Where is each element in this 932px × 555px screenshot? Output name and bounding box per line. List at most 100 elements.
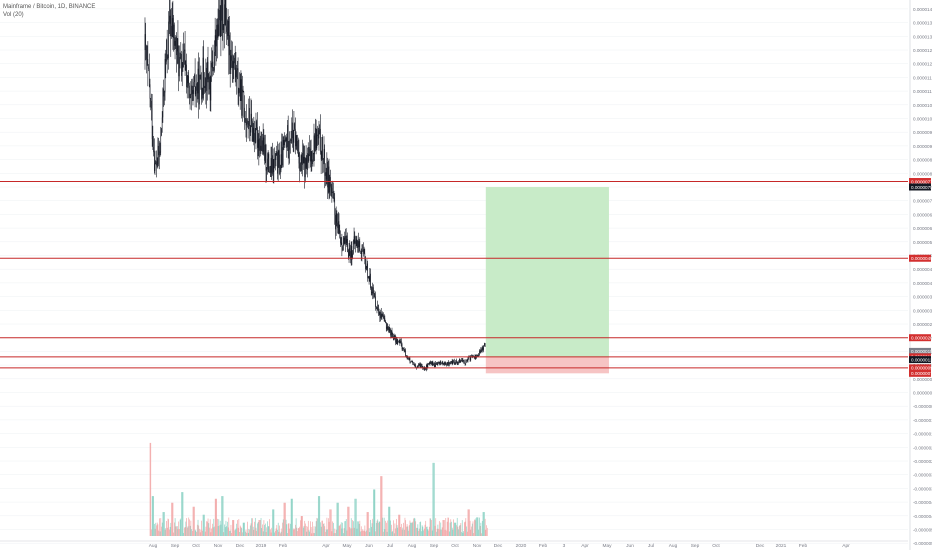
volume-bar xyxy=(306,526,307,536)
volume-bar xyxy=(386,523,387,536)
candle-body xyxy=(345,236,346,244)
volume-bar xyxy=(205,532,206,536)
candle-body xyxy=(185,50,186,71)
candle-body xyxy=(204,86,205,88)
volume-bar xyxy=(429,527,430,536)
candle-body xyxy=(324,149,325,158)
volume-bar xyxy=(231,533,232,536)
volume-bar xyxy=(190,526,191,536)
volume-bar xyxy=(222,496,223,536)
volume-bar xyxy=(427,527,428,536)
price-axis[interactable]: 0.00001400.00001350.00001300.00001250.00… xyxy=(909,0,932,550)
candle-body xyxy=(232,61,233,68)
candle-body xyxy=(248,124,249,125)
candle-body xyxy=(296,135,297,141)
chart-legend: Mainframe / Bitcoin, 1D, BINANCE Vol (20… xyxy=(3,3,95,19)
candle-body xyxy=(228,21,229,36)
volume-bar xyxy=(218,526,219,536)
candle-body xyxy=(324,149,325,176)
volume-bar xyxy=(255,518,256,536)
candle-body xyxy=(307,168,308,170)
candle-body xyxy=(352,246,353,258)
volume-bar xyxy=(244,523,245,536)
candle-body xyxy=(256,121,257,142)
candle-body xyxy=(175,41,176,46)
candle-body xyxy=(253,128,254,141)
horizontal-levels[interactable] xyxy=(0,182,908,368)
candle-body xyxy=(283,140,284,165)
volume-bar xyxy=(361,526,362,536)
candle-body xyxy=(313,154,314,159)
volume-bar xyxy=(275,531,276,536)
candle-body xyxy=(298,151,299,153)
volume-bar xyxy=(375,531,376,536)
volume-bar xyxy=(415,521,416,536)
x-tick-label: May xyxy=(602,543,612,549)
volume-bar xyxy=(214,527,215,536)
candle-body xyxy=(332,192,333,193)
volume-bar xyxy=(200,532,201,536)
volume-bar xyxy=(476,517,477,536)
volume-bar xyxy=(230,531,231,536)
candle-body xyxy=(251,114,252,133)
volume-bar xyxy=(211,532,212,536)
y-tick-label: 0.0000125 xyxy=(913,48,932,53)
volume-bar xyxy=(478,517,479,536)
candle-body xyxy=(163,89,164,118)
candle-body xyxy=(337,223,338,228)
candle-body xyxy=(188,76,189,86)
volume-bar xyxy=(345,521,346,536)
candle-body xyxy=(355,241,356,244)
candle-body xyxy=(376,307,377,309)
candle-body xyxy=(445,363,446,365)
price-label-text: 0.0000049 xyxy=(911,256,932,261)
symbol-title: Mainframe / Bitcoin, 1D, BINANCE xyxy=(3,3,95,11)
price-label-text: 0.0000007 xyxy=(911,371,932,376)
candle-body xyxy=(181,54,182,76)
volume-bar xyxy=(201,530,202,536)
grid-lines xyxy=(0,9,908,543)
candle-body xyxy=(161,128,162,136)
candle-body xyxy=(408,358,409,359)
candle-body xyxy=(288,125,289,150)
position-tool[interactable] xyxy=(486,187,609,373)
x-tick-label: Jul xyxy=(387,543,393,549)
volume-bar xyxy=(415,519,416,536)
candle-body xyxy=(325,172,326,176)
volume-label: Vol (20) xyxy=(3,11,95,19)
candle-body xyxy=(414,364,415,365)
candle-body xyxy=(186,65,187,88)
candle-body xyxy=(256,121,257,127)
volume-bar xyxy=(212,524,213,536)
volume-bar xyxy=(467,532,468,536)
volume-bar xyxy=(249,529,250,536)
candle-body xyxy=(217,25,218,38)
candle-body xyxy=(258,140,259,148)
x-tick-label: Jun xyxy=(365,543,373,549)
candle-body xyxy=(419,364,420,365)
volume-bar xyxy=(351,518,352,536)
candle-body xyxy=(484,343,485,345)
volume-bar xyxy=(425,521,426,536)
volume-bar xyxy=(478,530,479,536)
volume-bar xyxy=(316,521,317,536)
candle-body xyxy=(179,57,180,76)
candle-body xyxy=(455,360,456,364)
volume-bar xyxy=(461,532,462,536)
candle-body xyxy=(411,361,412,362)
volume-bar xyxy=(304,521,305,536)
volume-bar xyxy=(411,523,412,536)
candle-body xyxy=(213,68,214,70)
volume-bar xyxy=(259,520,260,536)
candle-body xyxy=(157,164,158,165)
volume-bar xyxy=(261,518,262,536)
volume-bar xyxy=(350,528,351,536)
candle-body xyxy=(470,357,471,360)
candle-body xyxy=(319,130,320,138)
